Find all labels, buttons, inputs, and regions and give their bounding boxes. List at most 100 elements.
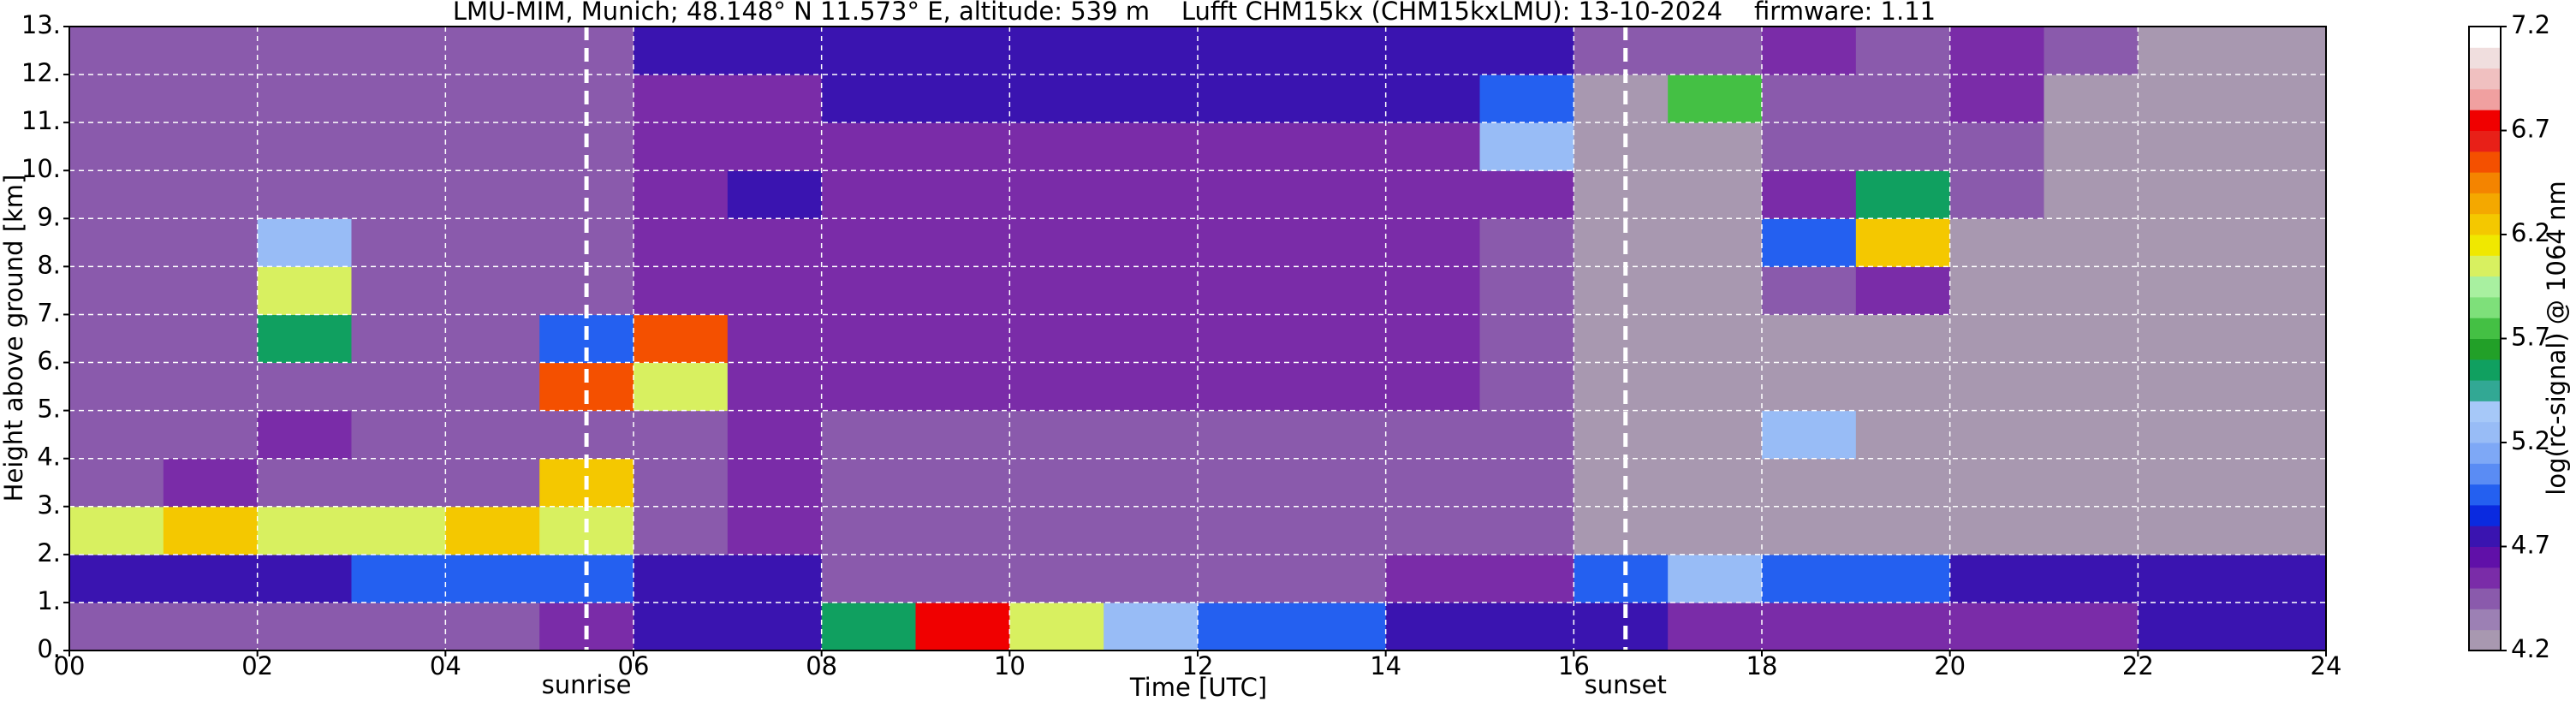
heatmap-cell	[727, 362, 823, 412]
heatmap-cell	[445, 122, 540, 171]
heatmap-cell	[69, 218, 164, 267]
heatmap-cell	[69, 410, 164, 460]
heatmap-cell	[1949, 266, 2044, 315]
heatmap-cell	[1668, 602, 1763, 651]
heatmap-cell	[1291, 410, 1387, 460]
heatmap-cell	[2044, 74, 2139, 123]
heatmap-cell	[1855, 362, 1951, 412]
colorbar-segment	[2469, 68, 2501, 90]
heatmap-cell	[2138, 602, 2233, 651]
heatmap-cell	[727, 218, 823, 267]
heatmap-cell	[257, 27, 352, 75]
plot-frame	[68, 26, 2327, 651]
heatmap-cell	[1385, 458, 1480, 508]
heatmap-cell	[1949, 122, 2044, 171]
heatmap-cell	[1385, 314, 1480, 364]
heatmap-cell	[1949, 458, 2044, 508]
heatmap-cell	[821, 554, 916, 603]
heatmap-cell	[2232, 170, 2327, 219]
heatmap-cell	[1198, 74, 1293, 123]
heatmap-cell	[1949, 554, 2044, 603]
heatmap-cell	[1479, 170, 1574, 219]
heatmap-cell	[2138, 362, 2233, 412]
colorbar-segment	[2469, 629, 2501, 651]
heatmap-cell	[163, 27, 259, 75]
heatmap-cell	[1574, 458, 1669, 508]
heatmap-cell	[69, 27, 164, 75]
heatmap-cell	[257, 170, 352, 219]
heatmap-cell	[634, 27, 729, 75]
colorbar-segment	[2469, 546, 2501, 568]
colorbar-segment	[2469, 504, 2501, 526]
heatmap-cell	[1009, 554, 1104, 603]
heatmap-cell	[1668, 170, 1763, 219]
heatmap-cell	[351, 410, 446, 460]
heatmap-cell	[351, 122, 446, 171]
heatmap-cell	[2044, 362, 2139, 412]
heatmap-cell	[634, 218, 729, 267]
heatmap-cell	[351, 362, 446, 412]
colorbar-segment	[2469, 588, 2501, 609]
heatmap-cell	[257, 602, 352, 651]
heatmap-cell	[1104, 554, 1199, 603]
heatmap-cell	[1198, 458, 1293, 508]
heatmap-cell	[1668, 218, 1763, 267]
y-tick-label: 4.	[37, 443, 61, 472]
heatmap-cell	[821, 170, 916, 219]
heatmap-cell	[69, 554, 164, 603]
heatmap-cell	[1104, 266, 1199, 315]
heatmap-cell	[1104, 218, 1199, 267]
heatmap-cell	[634, 458, 729, 508]
heatmap-cell	[1855, 458, 1951, 508]
heatmap-cell	[1479, 362, 1574, 412]
heatmap-cell	[351, 602, 446, 651]
heatmap-cell	[1574, 362, 1669, 412]
heatmap-cell	[257, 458, 352, 508]
x-tick-label: 14	[1370, 651, 1401, 680]
heatmap-cell	[69, 602, 164, 651]
heatmap-cell	[1291, 218, 1387, 267]
heatmap-cell	[1668, 554, 1763, 603]
heatmap-cell	[1104, 506, 1199, 556]
x-tick-label: 20	[1934, 651, 1966, 680]
heatmap-cell	[351, 506, 446, 556]
heatmap-cell	[727, 410, 823, 460]
x-axis-label: Time [UTC]	[1129, 673, 1267, 702]
heatmap-cell	[1949, 218, 2044, 267]
heatmap-cell	[1762, 506, 1857, 556]
heatmap-cell	[1104, 170, 1199, 219]
heatmap-cell	[445, 74, 540, 123]
heatmap-cell	[1855, 314, 1951, 364]
heatmap-cell	[445, 362, 540, 412]
heatmap-cell	[1009, 218, 1104, 267]
heatmap-cell	[1855, 506, 1951, 556]
heatmap-cell	[915, 74, 1010, 123]
heatmap-cell	[1385, 554, 1480, 603]
heatmap-cell	[634, 362, 729, 412]
heatmap-cell	[1291, 362, 1387, 412]
heatmap-cell	[2138, 410, 2233, 460]
y-tick-label: 12.	[21, 58, 61, 87]
heatmap-cell	[1198, 314, 1293, 364]
heatmap-cell	[69, 266, 164, 315]
colorbar-segment	[2469, 110, 2501, 131]
heatmap-cell	[445, 410, 540, 460]
heatmap-cell	[2044, 410, 2139, 460]
y-tick-label: 7.	[37, 298, 61, 327]
heatmap-cell	[915, 554, 1010, 603]
colorbar-tick-label: 5.2	[2511, 426, 2550, 455]
heatmap-cell	[634, 74, 729, 123]
colorbar-segment	[2469, 443, 2501, 464]
heatmap-cell	[915, 122, 1010, 171]
annotation-label: sunrise	[542, 670, 632, 699]
heatmap-cell	[1479, 27, 1574, 75]
heatmap-cell	[1762, 410, 1857, 460]
heatmap-cell	[1198, 362, 1293, 412]
heatmap-cell	[2138, 314, 2233, 364]
heatmap-cell	[634, 122, 729, 171]
colorbar-segment	[2469, 172, 2501, 193]
x-tick-label: 18	[1746, 651, 1778, 680]
heatmap-cell	[1198, 506, 1293, 556]
heatmap-cell	[821, 122, 916, 171]
heatmap-cell	[1762, 74, 1857, 123]
